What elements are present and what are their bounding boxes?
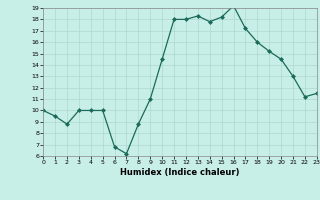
X-axis label: Humidex (Indice chaleur): Humidex (Indice chaleur) [120, 168, 240, 177]
